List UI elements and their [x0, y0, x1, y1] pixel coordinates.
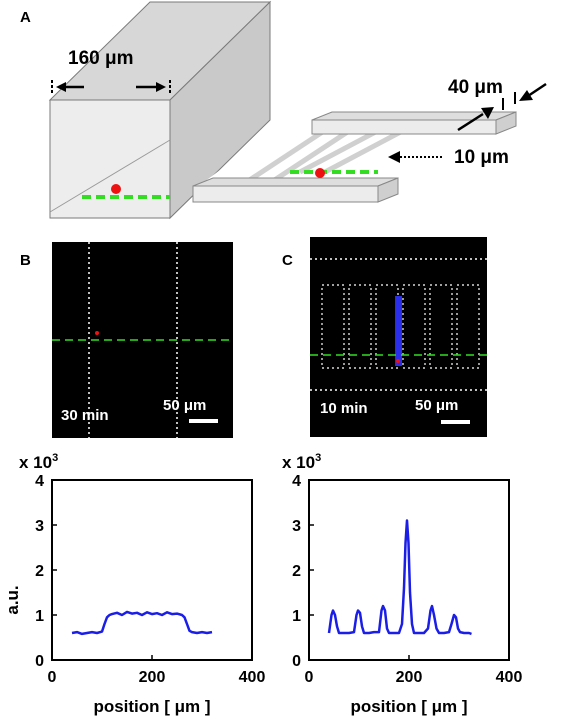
y-tick-label: 2 — [292, 563, 301, 580]
particle-channel — [315, 168, 325, 178]
front-slab — [192, 177, 399, 203]
arrow-shaft — [527, 82, 547, 98]
scale-bar-label: 50 μm — [415, 397, 458, 414]
gap-label: 10 μm — [454, 147, 509, 168]
arrowhead-icon — [481, 107, 494, 119]
plot-c: x 103 position [ μm ] 0 1 2 3 4 0 200 400 — [282, 452, 522, 716]
series-line — [71, 610, 213, 636]
y-tick-label: 0 — [292, 653, 301, 670]
y-tick-label: 1 — [292, 608, 301, 625]
series-line — [327, 519, 472, 636]
x-tick-label: 0 — [48, 669, 57, 686]
y-tick-label: 1 — [35, 608, 44, 625]
y-tick-label: 3 — [292, 518, 301, 535]
arrowhead-left-icon — [56, 82, 66, 92]
panel-b-micrograph: B 30 min 50 μm — [20, 242, 233, 438]
chamber-outline — [375, 284, 399, 369]
scale-bar-label: 50 μm — [163, 397, 206, 414]
channel-stripe — [243, 124, 332, 186]
particle-large — [111, 184, 121, 194]
front-slab-side — [377, 177, 399, 203]
scale-bar — [189, 419, 218, 423]
y-tick-label: 3 — [35, 518, 44, 535]
panel-a: A — [20, 0, 547, 220]
x-tick-label: 0 — [305, 669, 314, 686]
chamber-outline — [321, 284, 345, 369]
x-tick-label: 200 — [396, 669, 423, 686]
y-multiplier-label: x 103 — [282, 452, 321, 472]
width-dimension: 160 μm — [51, 48, 171, 93]
panel-label-a: A — [20, 9, 31, 26]
chamber-outline — [348, 284, 372, 369]
channel-stripe — [268, 124, 357, 186]
channel-height-label: 40 μm — [448, 77, 503, 98]
scale-bar — [441, 420, 470, 424]
front-slab-top — [192, 177, 399, 187]
panel-c-micrograph: C 10 min 50 μm — [282, 237, 487, 437]
y-tick-label: 2 — [35, 563, 44, 580]
x-tick-label: 400 — [496, 669, 523, 686]
x-axis-title: position [ μm ] — [93, 697, 210, 716]
particle — [396, 359, 400, 363]
arrowhead-icon — [388, 151, 400, 163]
back-slab — [311, 111, 517, 135]
y-tick-label: 4 — [35, 473, 44, 490]
large-channel-box — [48, 0, 272, 220]
y-axis-title: a.u. — [3, 585, 22, 614]
y-multiplier-label: x 103 — [19, 452, 58, 472]
chamber-outline — [402, 284, 426, 369]
y-tick-label: 0 — [35, 653, 44, 670]
panel-label-c: C — [282, 252, 293, 269]
front-slab-front — [192, 185, 379, 203]
arrowhead-icon — [519, 90, 533, 101]
back-slab-side — [495, 111, 517, 135]
arrowhead-right-icon — [156, 82, 166, 92]
channel-height-dimension: 40 μm — [448, 77, 547, 132]
y-tick-label: 4 — [292, 473, 301, 490]
arrow-shaft — [457, 112, 484, 132]
particle — [95, 331, 99, 335]
panel-label-b: B — [20, 252, 31, 269]
time-label: 30 min — [61, 407, 109, 424]
large-box-floor-line — [49, 139, 171, 213]
x-tick-label: 400 — [239, 669, 266, 686]
large-box-front — [49, 99, 171, 219]
chamber-outline — [456, 284, 480, 369]
chamber-outline — [429, 284, 453, 369]
width-label: 160 μm — [68, 48, 134, 69]
plot-b: x 103 a.u. position [ μm ] 0 1 2 3 4 0 200 400 — [3, 452, 265, 716]
gap-dimension: 10 μm — [388, 147, 509, 168]
fluorescent-channel — [395, 296, 402, 366]
x-tick-label: 200 — [139, 669, 166, 686]
x-axis-title: position [ μm ] — [350, 697, 467, 716]
chamber-outlines — [321, 284, 480, 369]
time-label: 10 min — [320, 400, 368, 417]
